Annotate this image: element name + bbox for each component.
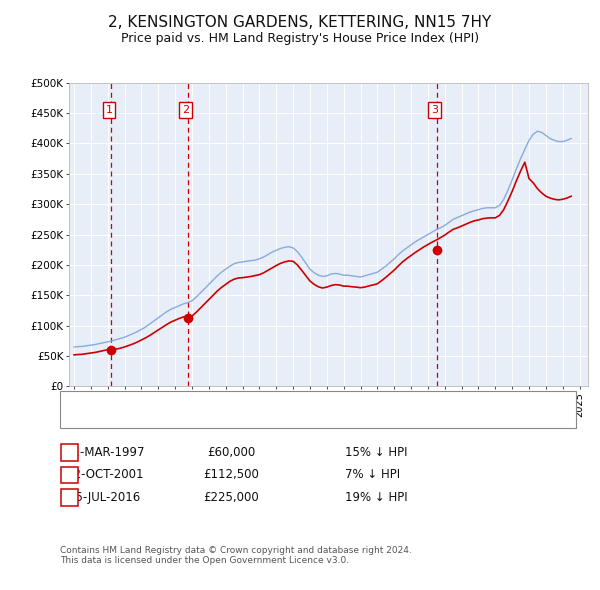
Text: Price paid vs. HM Land Registry's House Price Index (HPI): Price paid vs. HM Land Registry's House …	[121, 32, 479, 45]
Text: 12-OCT-2001: 12-OCT-2001	[66, 468, 144, 481]
Text: 15-JUL-2016: 15-JUL-2016	[69, 491, 141, 504]
Text: 1: 1	[106, 105, 112, 115]
Text: 7% ↓ HPI: 7% ↓ HPI	[345, 468, 400, 481]
Text: 3: 3	[66, 491, 73, 504]
Text: 2, KENSINGTON GARDENS, KETTERING, NN15 7HY (detached house): 2, KENSINGTON GARDENS, KETTERING, NN15 7…	[102, 396, 457, 406]
Text: Contains HM Land Registry data © Crown copyright and database right 2024.
This d: Contains HM Land Registry data © Crown c…	[60, 546, 412, 565]
Text: 1: 1	[66, 446, 73, 459]
Text: £60,000: £60,000	[207, 446, 255, 459]
Text: 3: 3	[431, 105, 438, 115]
Text: 19% ↓ HPI: 19% ↓ HPI	[345, 491, 407, 504]
Text: 2, KENSINGTON GARDENS, KETTERING, NN15 7HY: 2, KENSINGTON GARDENS, KETTERING, NN15 7…	[109, 15, 491, 30]
Text: 21-MAR-1997: 21-MAR-1997	[65, 446, 145, 459]
Text: £225,000: £225,000	[203, 491, 259, 504]
Text: HPI: Average price, detached house, North Northamptonshire: HPI: Average price, detached house, Nort…	[102, 414, 422, 424]
Text: 15% ↓ HPI: 15% ↓ HPI	[345, 446, 407, 459]
Text: 2: 2	[182, 105, 190, 115]
Text: £112,500: £112,500	[203, 468, 259, 481]
Text: 2: 2	[66, 468, 73, 481]
